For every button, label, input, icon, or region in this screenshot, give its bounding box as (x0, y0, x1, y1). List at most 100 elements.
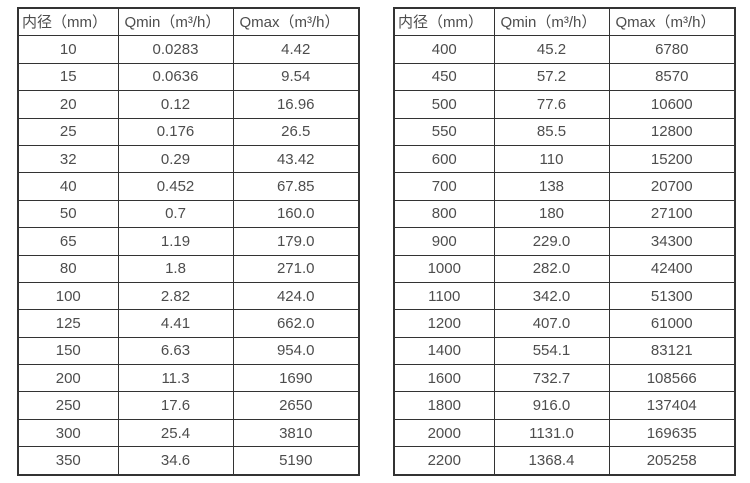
table-cell: 6.63 (117, 336, 234, 366)
table-row: 20 0.12 16.96 (17, 90, 360, 119)
table-cell: 1200 (393, 309, 495, 338)
table-cell: 57.2 (493, 62, 610, 92)
table-cell: 20700 (608, 172, 736, 201)
table-cell: 954.0 (232, 336, 360, 366)
table-row: 900 229.0 34300 (393, 227, 736, 256)
table-cell: 10 (17, 35, 119, 64)
table-cell: 34.6 (117, 446, 234, 476)
table-cell: 229.0 (493, 227, 610, 256)
table-cell: 61000 (608, 309, 736, 338)
table-cell: 0.176 (117, 117, 234, 146)
table-cell: 1600 (393, 364, 495, 393)
table-row: 1600 732.7 108566 (393, 364, 736, 393)
table-cell: 25 (17, 117, 119, 146)
table-cell: 424.0 (232, 281, 360, 311)
table-cell: 11.3 (117, 364, 234, 393)
table-cell: 1100 (393, 281, 495, 311)
table-cell: 17.6 (117, 391, 234, 420)
table-cell: 400 (393, 35, 495, 64)
table-cell: 300 (17, 418, 119, 448)
table-row: 400 45.2 6780 (393, 35, 736, 64)
table-cell: 732.7 (493, 364, 610, 393)
table-cell: 1400 (393, 336, 495, 366)
table-cell: 27100 (608, 199, 736, 229)
table-cell: 169635 (608, 418, 736, 448)
table-cell: 25.4 (117, 418, 234, 448)
table-cell: 1131.0 (493, 418, 610, 448)
table-cell: 900 (393, 227, 495, 256)
table-cell: 77.6 (493, 90, 610, 119)
table-row: 300 25.4 3810 (17, 418, 360, 448)
table-cell: 43.42 (232, 144, 360, 174)
table-cell: 2000 (393, 418, 495, 448)
flow-table-small-diameters: 内径（mm） Qmin（m³/h） Qmax（m³/h） 10 0.0283 4.42 15… (17, 7, 360, 476)
column-header: Qmax（m³/h） (232, 7, 360, 37)
table-cell: 0.0283 (117, 35, 234, 64)
column-header: 内径（mm） (17, 7, 119, 37)
table-cell: 125 (17, 309, 119, 338)
table-cell: 0.7 (117, 199, 234, 229)
table-row: 2000 1131.0 169635 (393, 418, 736, 448)
table-cell: 550 (393, 117, 495, 146)
table-row: 250 17.6 2650 (17, 391, 360, 420)
table-row: 600 110 15200 (393, 144, 736, 174)
table-row: 350 34.6 5190 (17, 446, 360, 476)
table-cell: 2.82 (117, 281, 234, 311)
header-row: 内径（mm） Qmin（m³/h） Qmax（m³/h） (393, 7, 736, 37)
table-cell: 150 (17, 336, 119, 366)
table-row: 10 0.0283 4.42 (17, 35, 360, 64)
table-cell: 250 (17, 391, 119, 420)
table-cell: 800 (393, 199, 495, 229)
table-cell: 1.8 (117, 254, 234, 283)
table-cell: 65 (17, 227, 119, 256)
table-row: 2200 1368.4 205258 (393, 446, 736, 476)
table-row: 80 1.8 271.0 (17, 254, 360, 283)
table-cell: 108566 (608, 364, 736, 393)
table-row: 25 0.176 26.5 (17, 117, 360, 146)
table-cell: 4.41 (117, 309, 234, 338)
table-cell: 6780 (608, 35, 736, 64)
table-cell: 80 (17, 254, 119, 283)
table-cell: 0.12 (117, 90, 234, 119)
flow-table-large-diameters: 内径（mm） Qmin（m³/h） Qmax（m³/h） 400 45.2 6780 450… (393, 7, 736, 476)
table-cell: 2200 (393, 446, 495, 476)
table-row: 125 4.41 662.0 (17, 309, 360, 338)
table-cell: 271.0 (232, 254, 360, 283)
table-cell: 4.42 (232, 35, 360, 64)
table-row: 800 180 27100 (393, 199, 736, 229)
table-cell: 342.0 (493, 281, 610, 311)
table-row: 700 138 20700 (393, 172, 736, 201)
table-cell: 51300 (608, 281, 736, 311)
table-cell: 500 (393, 90, 495, 119)
table-cell: 85.5 (493, 117, 610, 146)
table-cell: 16.96 (232, 90, 360, 119)
table-cell: 662.0 (232, 309, 360, 338)
table-row: 1400 554.1 83121 (393, 336, 736, 366)
column-header: Qmax（m³/h） (608, 7, 736, 37)
table-cell: 916.0 (493, 391, 610, 420)
table-row: 500 77.6 10600 (393, 90, 736, 119)
table-cell: 600 (393, 144, 495, 174)
table-cell: 350 (17, 446, 119, 476)
table-row: 1100 342.0 51300 (393, 281, 736, 311)
table-cell: 100 (17, 281, 119, 311)
table-row: 1000 282.0 42400 (393, 254, 736, 283)
table-cell: 12800 (608, 117, 736, 146)
table-cell: 0.29 (117, 144, 234, 174)
table-cell: 50 (17, 199, 119, 229)
table-cell: 40 (17, 172, 119, 201)
table-row: 150 6.63 954.0 (17, 336, 360, 366)
column-header: Qmin（m³/h） (493, 7, 610, 37)
table-cell: 0.0636 (117, 62, 234, 92)
table-cell: 1800 (393, 391, 495, 420)
table-cell: 67.85 (232, 172, 360, 201)
table-row: 1200 407.0 61000 (393, 309, 736, 338)
table-cell: 2650 (232, 391, 360, 420)
table-cell: 5190 (232, 446, 360, 476)
table-cell: 200 (17, 364, 119, 393)
table-row: 100 2.82 424.0 (17, 281, 360, 311)
table-cell: 1000 (393, 254, 495, 283)
table-cell: 34300 (608, 227, 736, 256)
table-cell: 8570 (608, 62, 736, 92)
